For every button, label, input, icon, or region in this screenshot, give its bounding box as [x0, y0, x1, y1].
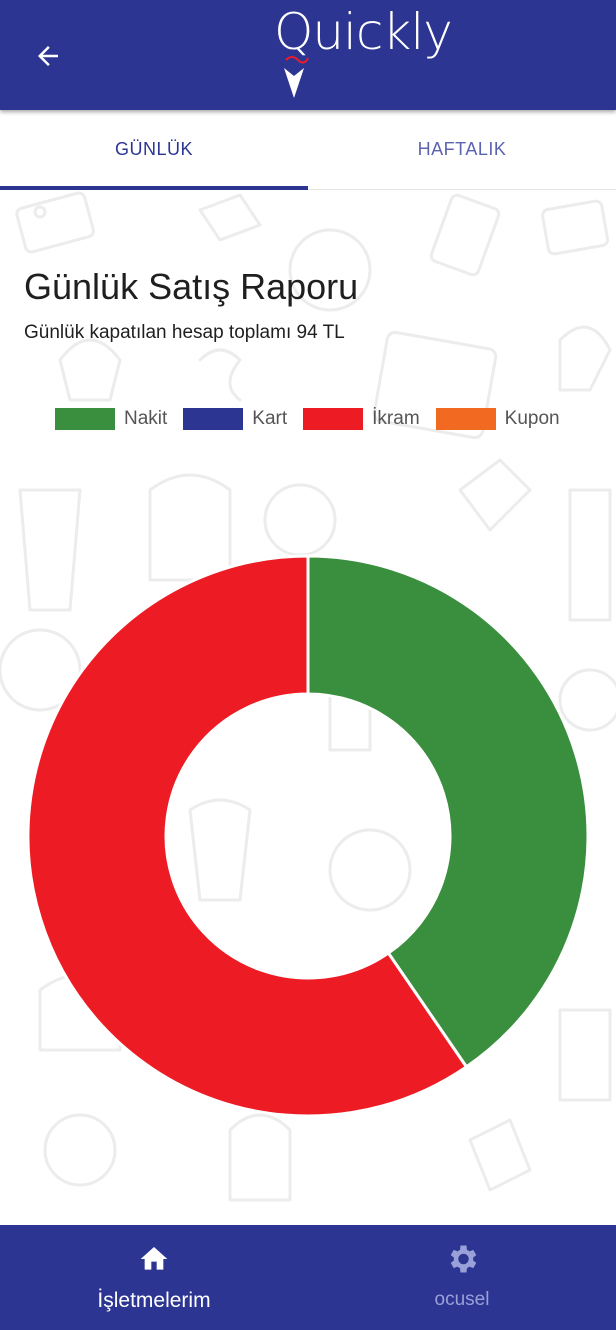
nav-label: ocusel: [434, 1289, 490, 1310]
report-title: Günlük Satış Raporu: [24, 266, 359, 307]
nav-item-isletmelerim[interactable]: İşletmelerim: [0, 1225, 308, 1330]
legend-label: Kupon: [504, 408, 560, 429]
pie-slice-i̇kram[interactable]: [26, 554, 469, 1118]
app-bar: Quickly: [0, 0, 616, 110]
tab-label: HAFTALIK: [417, 139, 507, 159]
legend-swatch: [303, 408, 364, 430]
legend-item-ikram[interactable]: İkram: [303, 408, 420, 430]
nav-label: İşletmelerim: [97, 1289, 211, 1312]
nav-item-ocusel[interactable]: ocusel: [308, 1225, 616, 1330]
logo-pin-icon: [284, 56, 309, 98]
legend-item-kart[interactable]: Kart: [183, 408, 287, 430]
report-tabs: GÜNLÜK HAFTALIK: [0, 110, 616, 190]
home-icon: [136, 1241, 172, 1277]
legend-item-kupon[interactable]: Kupon: [435, 408, 560, 430]
report-subtitle: Günlük kapatılan hesap toplamı 94 TL: [24, 322, 345, 343]
app-logo: Quickly: [230, 0, 453, 100]
chart-legend: Nakit Kart İkram Kupon: [55, 404, 576, 434]
arrow-left-icon: [38, 46, 58, 66]
legend-label: İkram: [372, 408, 420, 429]
logo-text: Quickly: [274, 3, 453, 61]
legend-label: Kart: [252, 408, 288, 429]
legend-label: Nakit: [124, 408, 168, 429]
bottom-navigation: İşletmelerim ocusel: [0, 1225, 616, 1330]
pie-slice-nakit[interactable]: [306, 554, 590, 1069]
active-tab-indicator: [0, 186, 308, 190]
doughnut-chart: [0, 470, 616, 1210]
tab-gunluk[interactable]: GÜNLÜK: [0, 110, 308, 189]
doughnut-chart-svg: [26, 554, 590, 1118]
back-button[interactable]: [28, 36, 68, 76]
gear-icon: [444, 1241, 480, 1277]
legend-item-nakit[interactable]: Nakit: [55, 408, 167, 430]
tab-haftalik[interactable]: HAFTALIK: [308, 110, 616, 189]
legend-swatch: [55, 408, 115, 430]
legend-swatch: [435, 408, 496, 430]
tab-label: GÜNLÜK: [114, 139, 193, 159]
legend-swatch: [183, 408, 244, 430]
